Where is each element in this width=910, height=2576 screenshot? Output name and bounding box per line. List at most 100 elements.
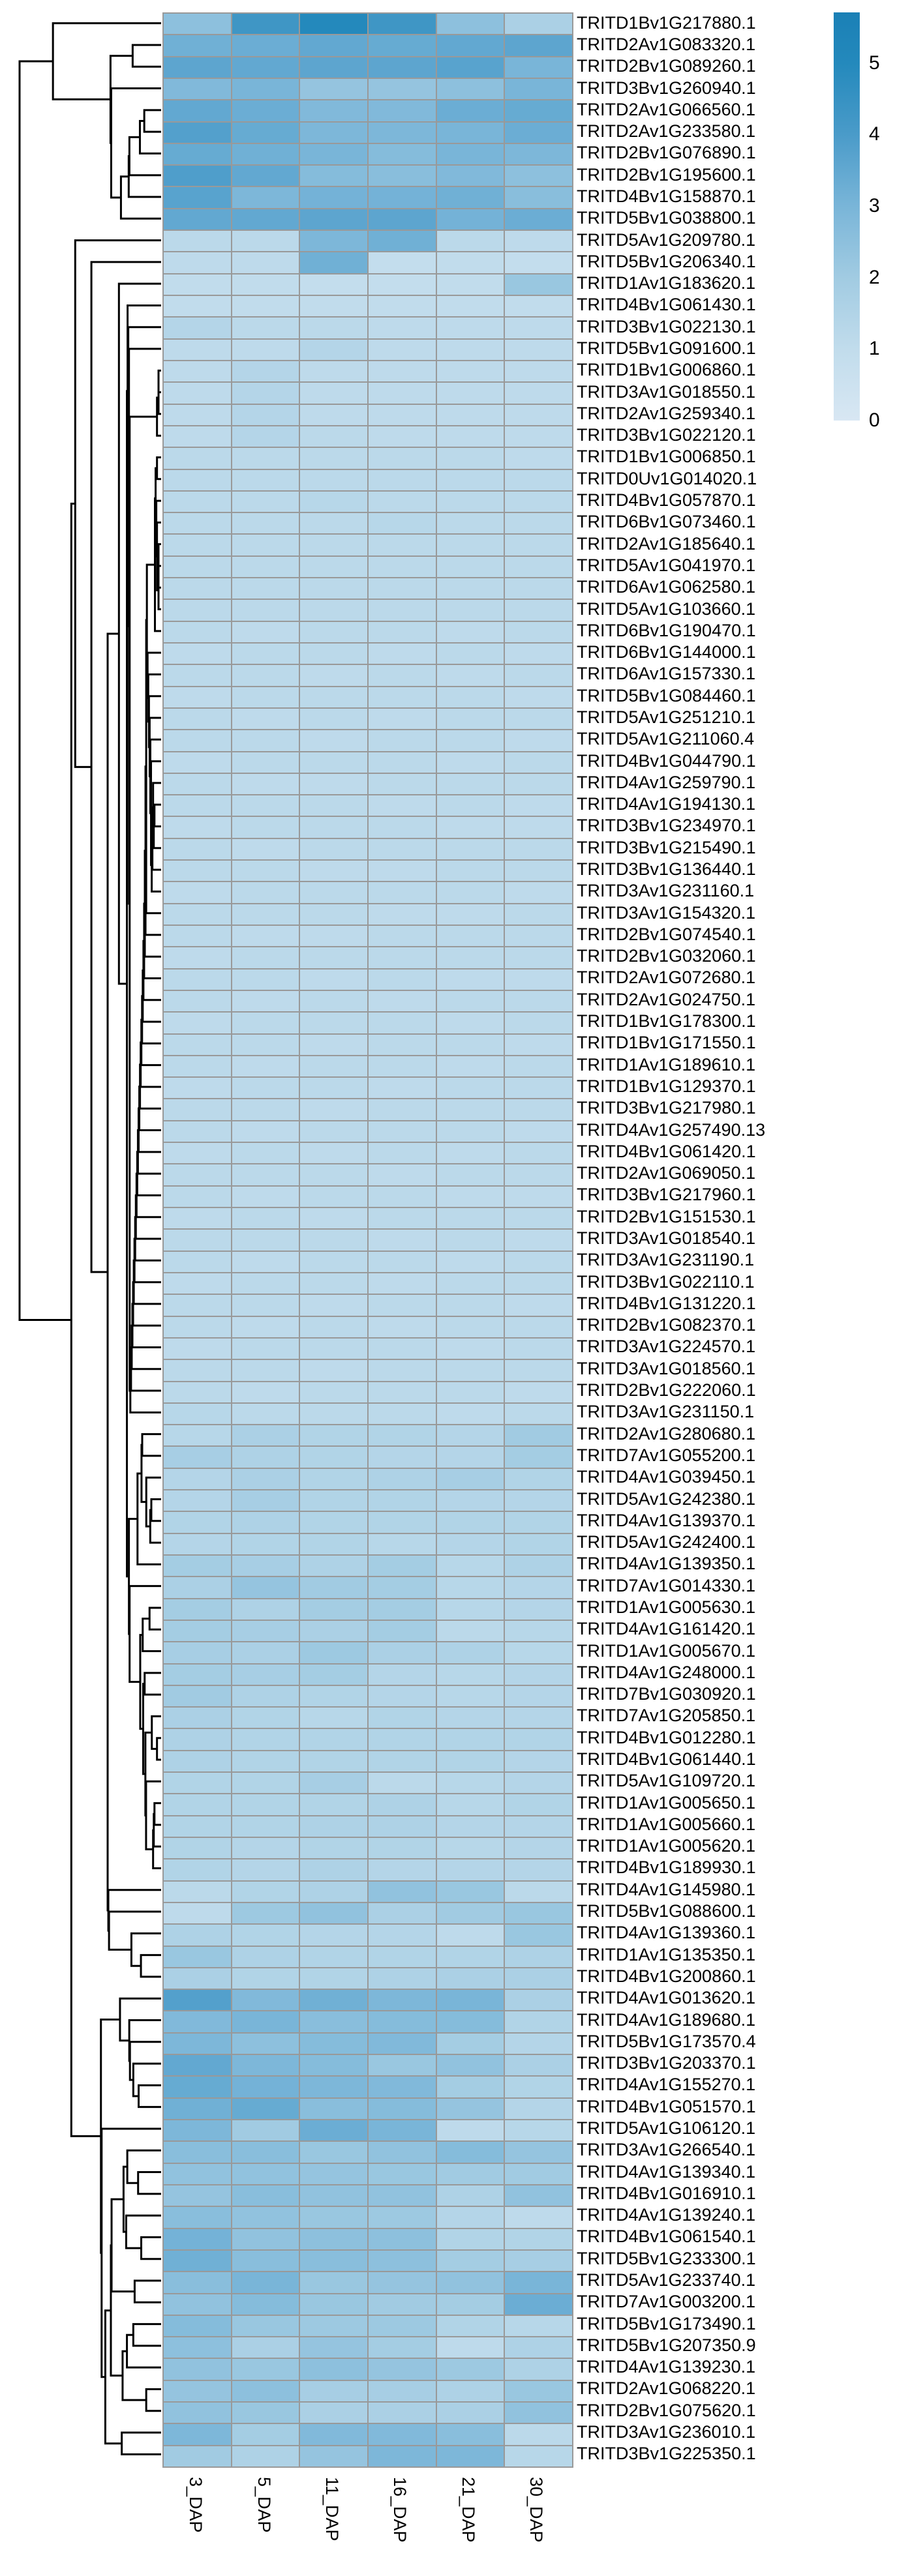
heatmap-cell bbox=[164, 1403, 231, 1425]
heatmap-grid bbox=[162, 12, 573, 2468]
row-label: TRITD4Av1G189680.1 bbox=[577, 2009, 756, 2030]
heatmap-cell bbox=[232, 1403, 299, 1425]
heatmap-cell bbox=[368, 1338, 436, 1359]
heatmap-cell bbox=[436, 2294, 504, 2315]
heatmap-cell bbox=[505, 2163, 572, 2184]
heatmap-cell bbox=[232, 404, 299, 425]
heatmap-cell bbox=[436, 1533, 504, 1554]
heatmap-cell bbox=[164, 1555, 231, 1577]
heatmap-cell bbox=[232, 1099, 299, 1120]
heatmap-cell bbox=[505, 491, 572, 512]
heatmap-cell bbox=[436, 2272, 504, 2293]
heatmap-cell bbox=[505, 2228, 572, 2249]
heatmap-cell bbox=[164, 1316, 231, 1337]
heatmap-cell bbox=[368, 404, 436, 425]
heatmap-cell bbox=[505, 838, 572, 860]
heatmap-cell bbox=[164, 2077, 231, 2097]
row-label: TRITD2Av1G083320.1 bbox=[577, 34, 756, 54]
colorbar-tick-label: 4 bbox=[869, 123, 880, 145]
heatmap-cell bbox=[164, 2272, 231, 2293]
heatmap-cell bbox=[164, 469, 231, 490]
heatmap-cell bbox=[300, 2315, 367, 2337]
row-label: TRITD2Bv1G032060.1 bbox=[577, 946, 756, 966]
heatmap-cell bbox=[368, 1403, 436, 1425]
heatmap-cell bbox=[300, 578, 367, 599]
heatmap-cell bbox=[368, 2446, 436, 2466]
heatmap-cell bbox=[505, 2446, 572, 2466]
heatmap-cell bbox=[505, 643, 572, 664]
heatmap-cell bbox=[300, 1099, 367, 1120]
row-label: TRITD6Bv1G190470.1 bbox=[577, 620, 756, 640]
row-label: TRITD5Bv1G038800.1 bbox=[577, 208, 756, 228]
heatmap-cell bbox=[436, 1164, 504, 1185]
heatmap-cell bbox=[232, 621, 299, 642]
heatmap-cell bbox=[232, 1685, 299, 1707]
heatmap-cell bbox=[300, 1360, 367, 1381]
heatmap-cell bbox=[505, 1360, 572, 1381]
heatmap-cell bbox=[505, 1946, 572, 1967]
row-label: TRITD1Av1G005620.1 bbox=[577, 1836, 756, 1856]
heatmap-cell bbox=[300, 665, 367, 686]
heatmap-cell bbox=[300, 2228, 367, 2249]
heatmap-cell bbox=[368, 1555, 436, 1577]
heatmap-cell bbox=[368, 14, 436, 35]
row-label: TRITD4Av1G161420.1 bbox=[577, 1619, 756, 1639]
heatmap-cell bbox=[300, 166, 367, 186]
heatmap-cell bbox=[436, 1838, 504, 1859]
heatmap-cell bbox=[368, 1034, 436, 1055]
heatmap-cell bbox=[232, 1902, 299, 1924]
heatmap-cell bbox=[505, 556, 572, 578]
heatmap-cell bbox=[436, 708, 504, 730]
heatmap-cell bbox=[164, 1360, 231, 1381]
row-label: TRITD7Av1G205850.1 bbox=[577, 1706, 756, 1726]
heatmap-cell bbox=[232, 1664, 299, 1685]
heatmap-cell bbox=[436, 448, 504, 469]
heatmap-cell bbox=[368, 1685, 436, 1707]
heatmap-cell bbox=[164, 1751, 231, 1772]
heatmap-cell bbox=[368, 1360, 436, 1381]
heatmap-cell bbox=[300, 1577, 367, 1598]
heatmap-cell bbox=[368, 513, 436, 534]
row-label: TRITD5Av1G109720.1 bbox=[577, 1771, 756, 1791]
heatmap-cell bbox=[505, 100, 572, 121]
heatmap-cell bbox=[164, 1838, 231, 1859]
heatmap-cell bbox=[368, 1881, 436, 1902]
row-label: TRITD5Bv1G233300.1 bbox=[577, 2248, 756, 2268]
heatmap-cell bbox=[436, 252, 504, 273]
row-label: TRITD1Av1G005650.1 bbox=[577, 1792, 756, 1813]
heatmap-cell bbox=[300, 122, 367, 143]
heatmap-cell bbox=[505, 1468, 572, 1490]
heatmap-cell bbox=[300, 1273, 367, 1294]
heatmap-cell bbox=[436, 687, 504, 707]
heatmap-cell bbox=[232, 817, 299, 838]
heatmap-cell bbox=[436, 1620, 504, 1642]
heatmap-cell bbox=[300, 621, 367, 642]
heatmap-cell bbox=[232, 1729, 299, 1750]
heatmap-cell bbox=[505, 1295, 572, 1316]
heatmap-cell bbox=[505, 2098, 572, 2120]
heatmap-cell bbox=[505, 2250, 572, 2272]
heatmap-cell bbox=[164, 1013, 231, 1033]
row-label: TRITD4Av1G259790.1 bbox=[577, 772, 756, 792]
heatmap-cell bbox=[436, 1599, 504, 1620]
row-label: TRITD4Bv1G016910.1 bbox=[577, 2183, 756, 2203]
heatmap-cell bbox=[505, 2120, 572, 2141]
heatmap-cell bbox=[300, 2403, 367, 2423]
row-label: TRITD5Bv1G091600.1 bbox=[577, 338, 756, 358]
heatmap-cell bbox=[300, 2163, 367, 2184]
row-label: TRITD2Av1G066560.1 bbox=[577, 99, 756, 119]
heatmap-cell bbox=[436, 1751, 504, 1772]
heatmap-cell bbox=[368, 2359, 436, 2380]
row-label: TRITD5Av1G209780.1 bbox=[577, 229, 756, 250]
row-label: TRITD4Bv1G189930.1 bbox=[577, 1858, 756, 1878]
heatmap-cell bbox=[505, 578, 572, 599]
heatmap-cell bbox=[232, 35, 299, 56]
heatmap-cell bbox=[300, 817, 367, 838]
heatmap-cell bbox=[368, 1642, 436, 1663]
heatmap-cell bbox=[164, 2120, 231, 2141]
heatmap-cell bbox=[505, 990, 572, 1012]
heatmap-cell bbox=[368, 143, 436, 165]
heatmap-cell bbox=[232, 947, 299, 968]
heatmap-cell bbox=[436, 1425, 504, 1446]
heatmap-cell bbox=[232, 1143, 299, 1164]
